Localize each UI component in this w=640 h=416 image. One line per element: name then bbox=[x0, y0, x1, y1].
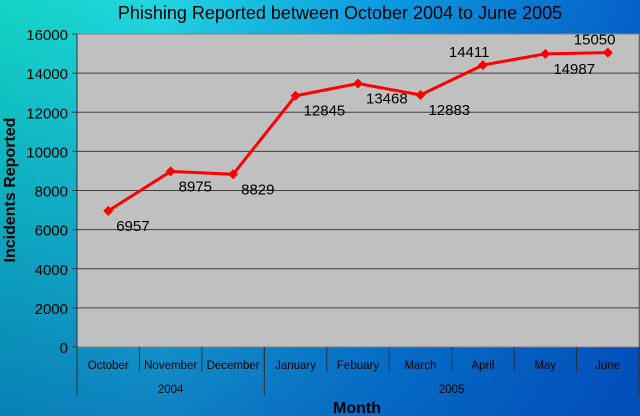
data-label: 8975 bbox=[179, 178, 212, 195]
x-tick-label: January bbox=[275, 360, 316, 372]
x-tick-label: April bbox=[471, 360, 494, 372]
chart-title: Phishing Reported between October 2004 t… bbox=[118, 3, 562, 23]
x-axis-label: Month bbox=[333, 400, 381, 416]
x-group-label: 2004 bbox=[158, 384, 184, 396]
x-tick-label: Febuary bbox=[337, 360, 379, 372]
data-point bbox=[290, 90, 301, 101]
data-point bbox=[415, 89, 426, 100]
data-point bbox=[228, 169, 239, 180]
y-tick-label: 16000 bbox=[26, 27, 68, 44]
y-axis-label: Incidents Reported bbox=[2, 118, 19, 263]
x-tick-label: November bbox=[144, 360, 197, 372]
data-point bbox=[540, 48, 551, 59]
y-tick-label: 2000 bbox=[35, 301, 68, 318]
data-label: 14987 bbox=[553, 61, 595, 78]
y-tick-label: 10000 bbox=[26, 144, 68, 161]
x-group-label: 2005 bbox=[439, 384, 465, 396]
y-tick-label: 14000 bbox=[26, 66, 68, 83]
y-tick-label: 6000 bbox=[35, 223, 68, 240]
x-tick-label: June bbox=[595, 360, 620, 372]
data-label: 15050 bbox=[574, 32, 616, 49]
data-label: 12845 bbox=[304, 103, 346, 120]
data-point bbox=[353, 78, 363, 89]
x-tick-label: May bbox=[534, 360, 556, 372]
data-label: 13468 bbox=[366, 91, 408, 108]
data-point bbox=[103, 205, 114, 216]
y-tick-label: 4000 bbox=[35, 262, 68, 279]
x-tick-label: October bbox=[88, 360, 129, 372]
data-label: 12883 bbox=[428, 102, 470, 119]
y-tick-label: 8000 bbox=[35, 184, 68, 201]
x-tick-label: December bbox=[207, 360, 260, 372]
data-point bbox=[477, 60, 488, 71]
data-label: 8829 bbox=[241, 181, 274, 198]
y-tick-label: 0 bbox=[60, 340, 68, 357]
data-label: 14411 bbox=[449, 44, 490, 61]
x-tick-label: March bbox=[404, 360, 436, 372]
y-tick-label: 12000 bbox=[26, 105, 68, 122]
data-point bbox=[165, 166, 176, 177]
data-point bbox=[602, 47, 613, 58]
data-label: 6957 bbox=[116, 218, 149, 235]
